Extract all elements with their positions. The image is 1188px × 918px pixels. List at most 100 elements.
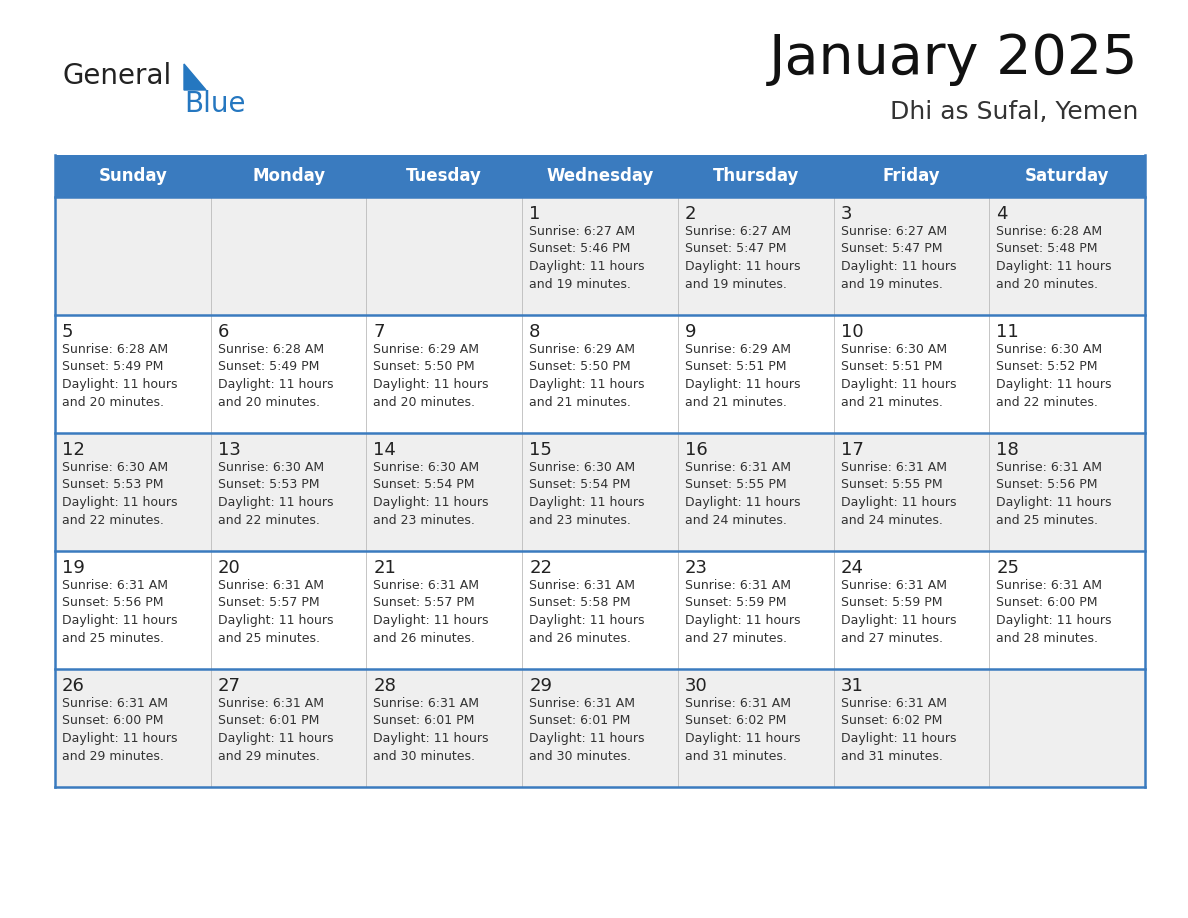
Text: Dhi as Sufal, Yemen: Dhi as Sufal, Yemen [890, 100, 1138, 124]
Bar [678, 669, 834, 787]
Text: 19: 19 [62, 559, 84, 577]
Text: Tuesday: Tuesday [406, 167, 482, 185]
Bar [990, 433, 1145, 551]
Text: Sunrise: 6:28 AM
Sunset: 5:49 PM
Daylight: 11 hours
and 20 minutes.: Sunrise: 6:28 AM Sunset: 5:49 PM Dayligh… [217, 343, 333, 409]
Polygon shape [184, 64, 206, 90]
Bar [366, 669, 523, 787]
Text: Blue: Blue [184, 90, 246, 118]
Text: Sunrise: 6:30 AM
Sunset: 5:53 PM
Daylight: 11 hours
and 22 minutes.: Sunrise: 6:30 AM Sunset: 5:53 PM Dayligh… [217, 461, 333, 527]
Bar [678, 433, 834, 551]
Bar [366, 197, 523, 315]
Bar [990, 315, 1145, 433]
Text: 8: 8 [529, 323, 541, 341]
Bar [210, 155, 366, 197]
Bar [834, 669, 990, 787]
Text: 16: 16 [684, 441, 708, 459]
Text: 5: 5 [62, 323, 74, 341]
Bar [834, 315, 990, 433]
Bar [366, 433, 523, 551]
Text: General: General [62, 62, 171, 90]
Text: Wednesday: Wednesday [546, 167, 653, 185]
Text: 7: 7 [373, 323, 385, 341]
Bar [55, 433, 210, 551]
Text: Sunrise: 6:29 AM
Sunset: 5:51 PM
Daylight: 11 hours
and 21 minutes.: Sunrise: 6:29 AM Sunset: 5:51 PM Dayligh… [684, 343, 801, 409]
Text: 31: 31 [841, 677, 864, 695]
Text: January 2025: January 2025 [769, 32, 1138, 86]
Text: Sunrise: 6:31 AM
Sunset: 5:55 PM
Daylight: 11 hours
and 24 minutes.: Sunrise: 6:31 AM Sunset: 5:55 PM Dayligh… [841, 461, 956, 527]
Bar [523, 197, 678, 315]
Bar [55, 315, 210, 433]
Text: Sunrise: 6:31 AM
Sunset: 6:00 PM
Daylight: 11 hours
and 29 minutes.: Sunrise: 6:31 AM Sunset: 6:00 PM Dayligh… [62, 697, 177, 763]
Bar [55, 551, 210, 669]
Text: 28: 28 [373, 677, 397, 695]
Bar [523, 551, 678, 669]
Bar [55, 155, 210, 197]
Text: Sunrise: 6:31 AM
Sunset: 6:01 PM
Daylight: 11 hours
and 30 minutes.: Sunrise: 6:31 AM Sunset: 6:01 PM Dayligh… [529, 697, 645, 763]
Text: Sunrise: 6:31 AM
Sunset: 5:55 PM
Daylight: 11 hours
and 24 minutes.: Sunrise: 6:31 AM Sunset: 5:55 PM Dayligh… [684, 461, 801, 527]
Bar [834, 155, 990, 197]
Text: 6: 6 [217, 323, 229, 341]
Bar [990, 669, 1145, 787]
Bar [678, 315, 834, 433]
Text: 23: 23 [684, 559, 708, 577]
Text: Sunrise: 6:31 AM
Sunset: 6:00 PM
Daylight: 11 hours
and 28 minutes.: Sunrise: 6:31 AM Sunset: 6:00 PM Dayligh… [997, 579, 1112, 644]
Text: 24: 24 [841, 559, 864, 577]
Bar [366, 315, 523, 433]
Text: Sunrise: 6:31 AM
Sunset: 5:59 PM
Daylight: 11 hours
and 27 minutes.: Sunrise: 6:31 AM Sunset: 5:59 PM Dayligh… [841, 579, 956, 644]
Text: 30: 30 [684, 677, 708, 695]
Text: Sunrise: 6:29 AM
Sunset: 5:50 PM
Daylight: 11 hours
and 20 minutes.: Sunrise: 6:29 AM Sunset: 5:50 PM Dayligh… [373, 343, 489, 409]
Text: 4: 4 [997, 205, 1007, 223]
Text: 12: 12 [62, 441, 84, 459]
Bar [210, 551, 366, 669]
Bar [523, 433, 678, 551]
Bar [210, 669, 366, 787]
Text: Sunrise: 6:28 AM
Sunset: 5:49 PM
Daylight: 11 hours
and 20 minutes.: Sunrise: 6:28 AM Sunset: 5:49 PM Dayligh… [62, 343, 177, 409]
Bar [55, 197, 210, 315]
Text: Sunrise: 6:31 AM
Sunset: 6:02 PM
Daylight: 11 hours
and 31 minutes.: Sunrise: 6:31 AM Sunset: 6:02 PM Dayligh… [841, 697, 956, 763]
Bar [990, 197, 1145, 315]
Text: 9: 9 [684, 323, 696, 341]
Text: Sunrise: 6:31 AM
Sunset: 5:59 PM
Daylight: 11 hours
and 27 minutes.: Sunrise: 6:31 AM Sunset: 5:59 PM Dayligh… [684, 579, 801, 644]
Text: Saturday: Saturday [1025, 167, 1110, 185]
Text: Sunrise: 6:31 AM
Sunset: 5:57 PM
Daylight: 11 hours
and 25 minutes.: Sunrise: 6:31 AM Sunset: 5:57 PM Dayligh… [217, 579, 333, 644]
Bar [678, 551, 834, 669]
Text: 18: 18 [997, 441, 1019, 459]
Bar [990, 551, 1145, 669]
Text: Sunrise: 6:31 AM
Sunset: 5:56 PM
Daylight: 11 hours
and 25 minutes.: Sunrise: 6:31 AM Sunset: 5:56 PM Dayligh… [997, 461, 1112, 527]
Text: Sunrise: 6:29 AM
Sunset: 5:50 PM
Daylight: 11 hours
and 21 minutes.: Sunrise: 6:29 AM Sunset: 5:50 PM Dayligh… [529, 343, 645, 409]
Text: Monday: Monday [252, 167, 326, 185]
Text: 13: 13 [217, 441, 241, 459]
Text: 26: 26 [62, 677, 84, 695]
Text: Sunrise: 6:27 AM
Sunset: 5:47 PM
Daylight: 11 hours
and 19 minutes.: Sunrise: 6:27 AM Sunset: 5:47 PM Dayligh… [841, 225, 956, 290]
Bar [990, 155, 1145, 197]
Text: Sunrise: 6:27 AM
Sunset: 5:47 PM
Daylight: 11 hours
and 19 minutes.: Sunrise: 6:27 AM Sunset: 5:47 PM Dayligh… [684, 225, 801, 290]
Bar [523, 669, 678, 787]
Text: Sunrise: 6:30 AM
Sunset: 5:51 PM
Daylight: 11 hours
and 21 minutes.: Sunrise: 6:30 AM Sunset: 5:51 PM Dayligh… [841, 343, 956, 409]
Text: 1: 1 [529, 205, 541, 223]
Text: 14: 14 [373, 441, 397, 459]
Bar [834, 433, 990, 551]
Text: Sunrise: 6:28 AM
Sunset: 5:48 PM
Daylight: 11 hours
and 20 minutes.: Sunrise: 6:28 AM Sunset: 5:48 PM Dayligh… [997, 225, 1112, 290]
Text: Sunrise: 6:31 AM
Sunset: 6:01 PM
Daylight: 11 hours
and 30 minutes.: Sunrise: 6:31 AM Sunset: 6:01 PM Dayligh… [373, 697, 489, 763]
Text: Sunrise: 6:30 AM
Sunset: 5:52 PM
Daylight: 11 hours
and 22 minutes.: Sunrise: 6:30 AM Sunset: 5:52 PM Dayligh… [997, 343, 1112, 409]
Text: Sunrise: 6:30 AM
Sunset: 5:53 PM
Daylight: 11 hours
and 22 minutes.: Sunrise: 6:30 AM Sunset: 5:53 PM Dayligh… [62, 461, 177, 527]
Text: 29: 29 [529, 677, 552, 695]
Text: 17: 17 [841, 441, 864, 459]
Text: 15: 15 [529, 441, 552, 459]
Bar [678, 155, 834, 197]
Text: Sunrise: 6:31 AM
Sunset: 5:56 PM
Daylight: 11 hours
and 25 minutes.: Sunrise: 6:31 AM Sunset: 5:56 PM Dayligh… [62, 579, 177, 644]
Text: Sunrise: 6:31 AM
Sunset: 5:58 PM
Daylight: 11 hours
and 26 minutes.: Sunrise: 6:31 AM Sunset: 5:58 PM Dayligh… [529, 579, 645, 644]
Bar [366, 155, 523, 197]
Text: Sunrise: 6:27 AM
Sunset: 5:46 PM
Daylight: 11 hours
and 19 minutes.: Sunrise: 6:27 AM Sunset: 5:46 PM Dayligh… [529, 225, 645, 290]
Text: 22: 22 [529, 559, 552, 577]
Text: 21: 21 [373, 559, 397, 577]
Text: Sunrise: 6:31 AM
Sunset: 6:02 PM
Daylight: 11 hours
and 31 minutes.: Sunrise: 6:31 AM Sunset: 6:02 PM Dayligh… [684, 697, 801, 763]
Text: Sunrise: 6:31 AM
Sunset: 5:57 PM
Daylight: 11 hours
and 26 minutes.: Sunrise: 6:31 AM Sunset: 5:57 PM Dayligh… [373, 579, 489, 644]
Text: Sunrise: 6:31 AM
Sunset: 6:01 PM
Daylight: 11 hours
and 29 minutes.: Sunrise: 6:31 AM Sunset: 6:01 PM Dayligh… [217, 697, 333, 763]
Text: Sunday: Sunday [99, 167, 168, 185]
Bar [210, 433, 366, 551]
Bar [366, 551, 523, 669]
Text: 25: 25 [997, 559, 1019, 577]
Text: Friday: Friday [883, 167, 940, 185]
Text: Sunrise: 6:30 AM
Sunset: 5:54 PM
Daylight: 11 hours
and 23 minutes.: Sunrise: 6:30 AM Sunset: 5:54 PM Dayligh… [373, 461, 489, 527]
